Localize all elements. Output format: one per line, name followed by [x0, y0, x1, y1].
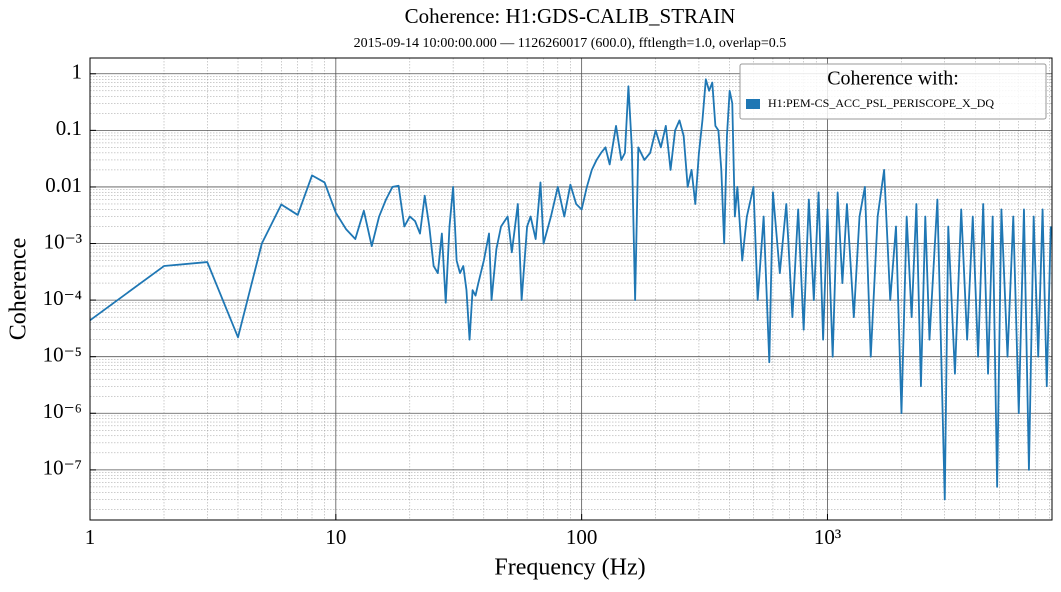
y-axis-label: Coherence [6, 238, 32, 341]
plot-area [89, 78, 1052, 501]
y-tick-label: 10⁻³ [44, 229, 82, 253]
x-tick-label: 10 [325, 525, 346, 549]
grid [89, 58, 1052, 520]
data-line [89, 78, 1052, 501]
axes-frame [89, 57, 1053, 521]
y-tick-label: 10⁻⁶ [43, 399, 82, 423]
x-tick-label: 10³ [814, 525, 841, 549]
legend: Coherence with: H1:PEM-CS_ACC_PSL_PERISCO… [739, 63, 1047, 120]
chart-title: Coherence: H1:GDS-CALIB_STRAIN [405, 4, 736, 28]
legend-frame [739, 63, 1047, 120]
legend-title: Coherence with: [827, 68, 959, 90]
y-tick-label: 10⁻⁷ [43, 456, 82, 480]
legend-swatch [746, 99, 760, 109]
x-tick-label: 100 [566, 525, 598, 549]
y-tick-label: 0.01 [45, 173, 82, 197]
y-tick-label: 0.1 [56, 116, 82, 140]
y-tick-label: 10⁻⁵ [43, 343, 82, 367]
legend-label: H1:PEM-CS_ACC_PSL_PERISCOPE_X_DQ [768, 96, 994, 110]
y-tick-label: 1 [72, 60, 83, 84]
y-tick-label: 10⁻⁴ [43, 286, 82, 310]
x-axis-label: Frequency (Hz) [494, 555, 645, 581]
x-tick-label: 1 [85, 525, 96, 549]
chart-subtitle: 2015-09-14 10:00:00.000 — 1126260017 (60… [354, 36, 787, 51]
